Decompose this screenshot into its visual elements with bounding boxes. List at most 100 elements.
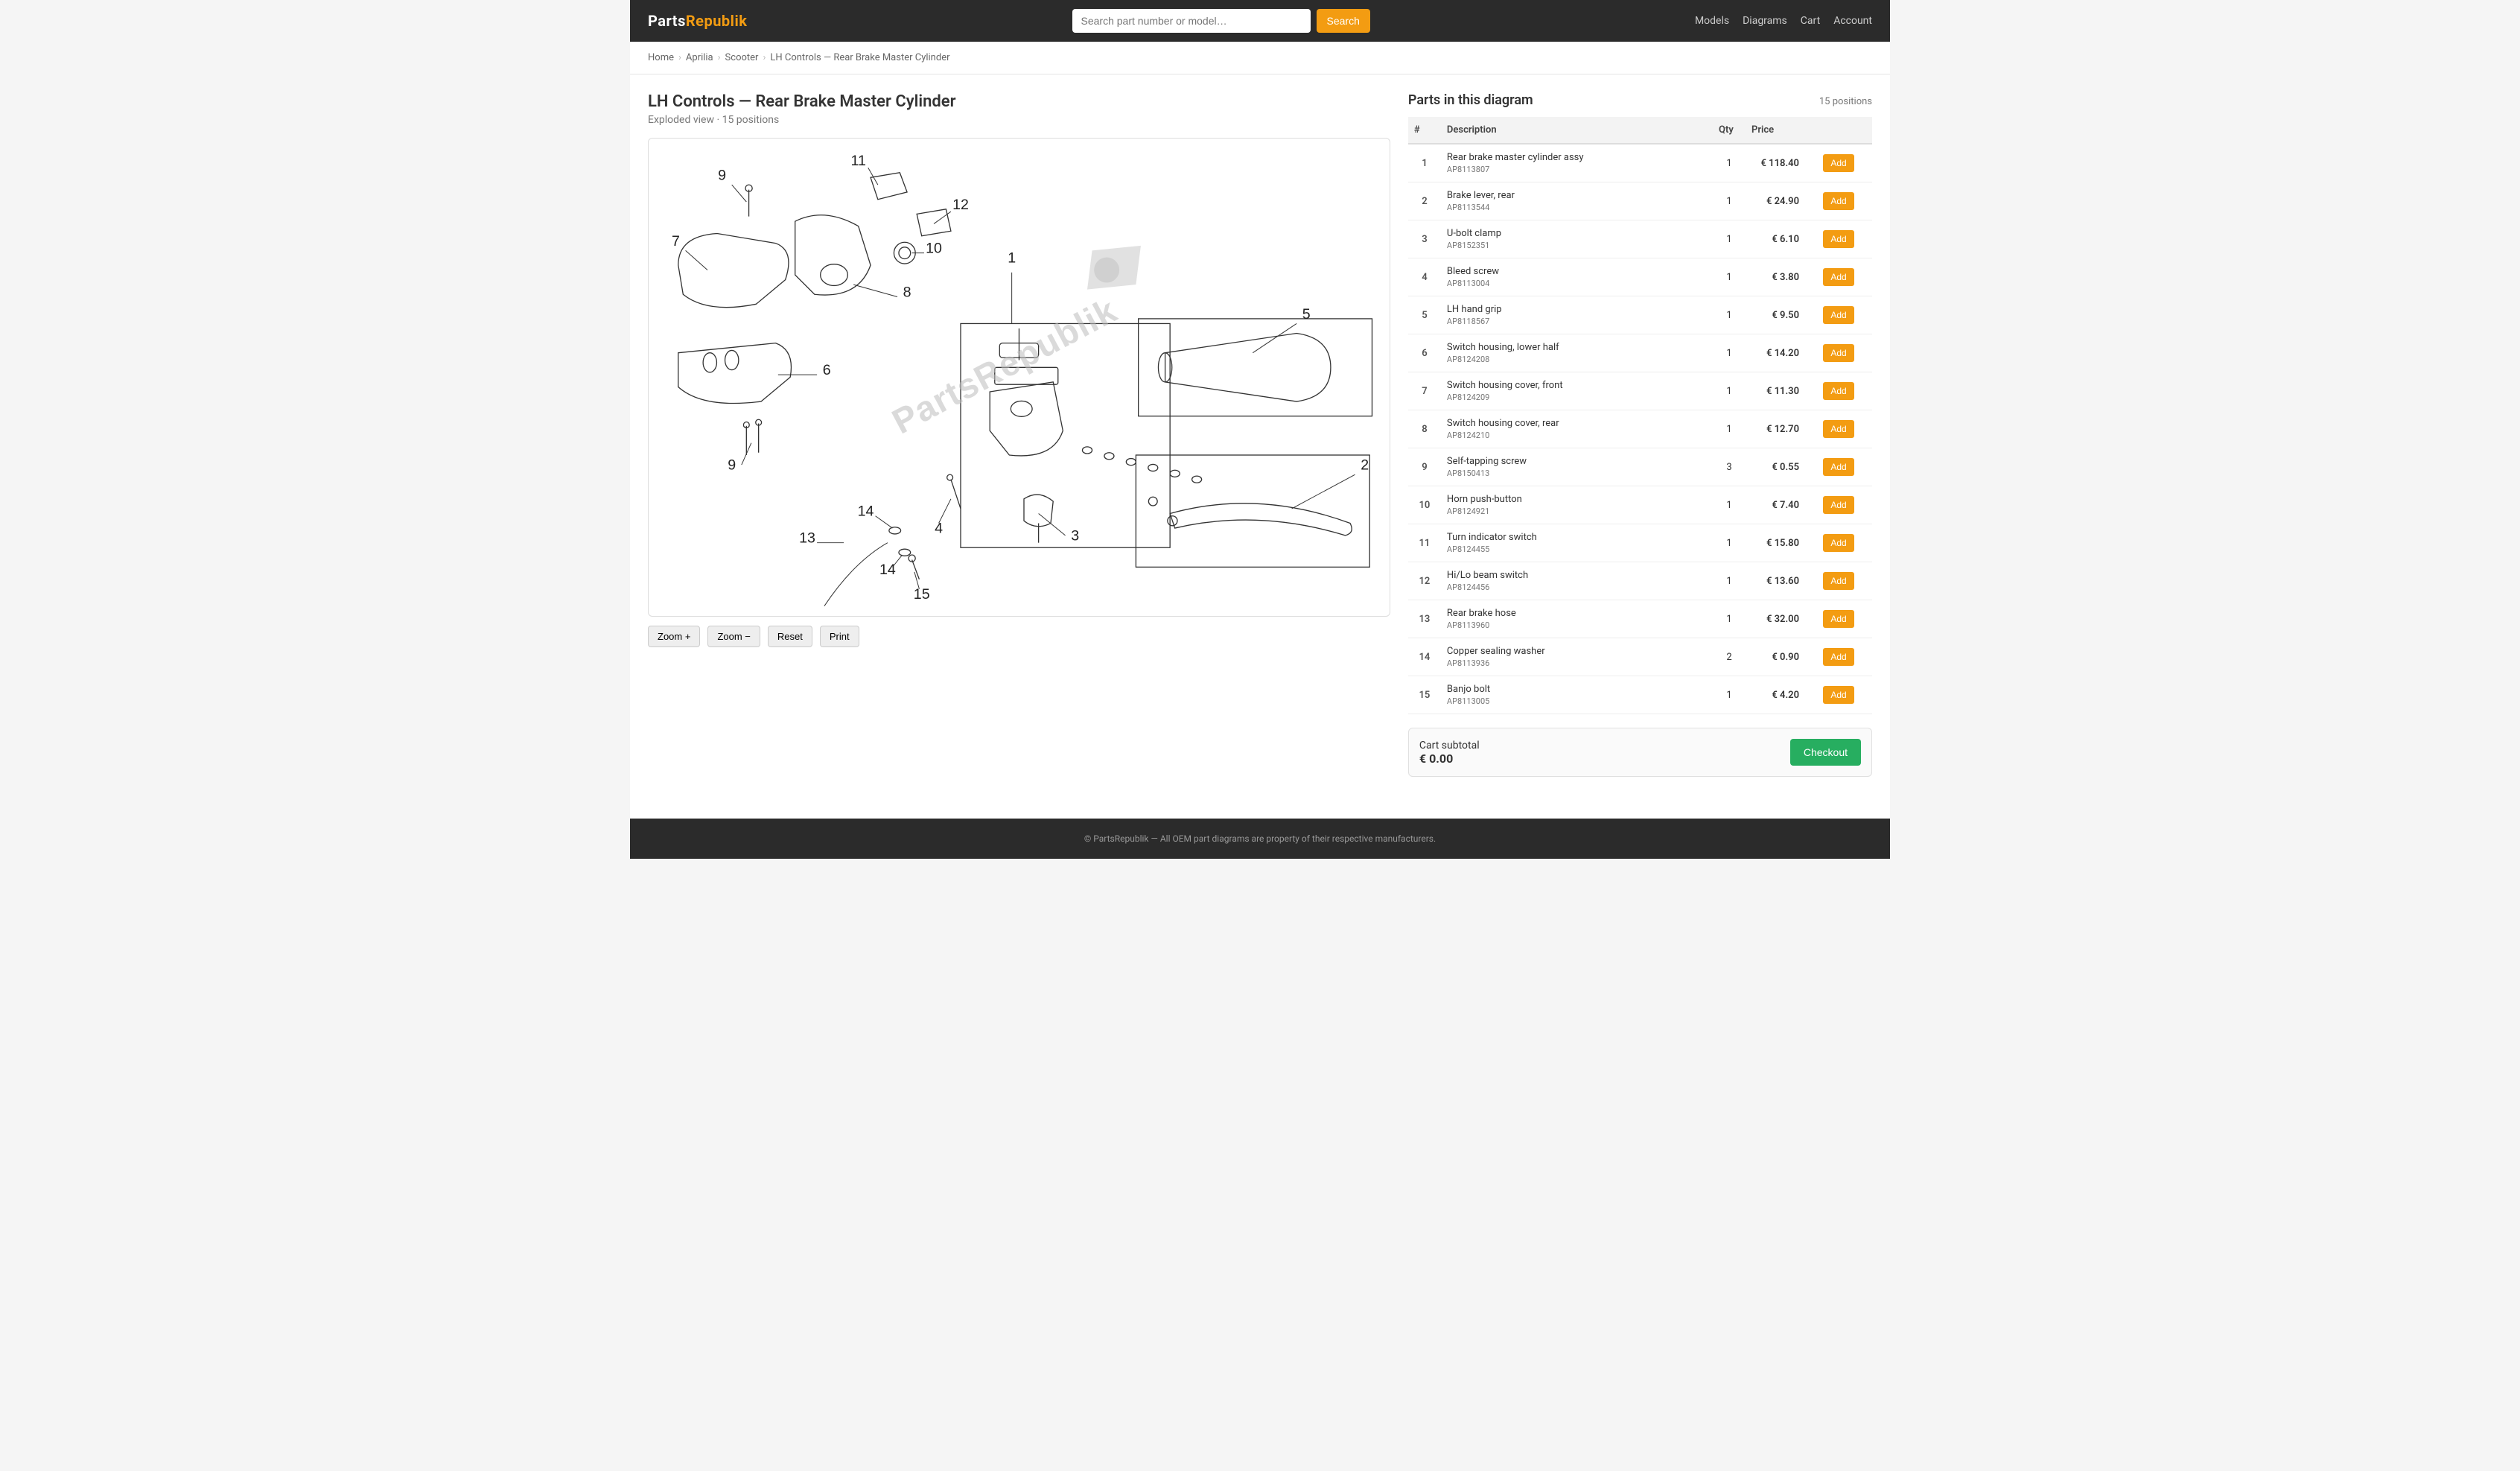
col-qty: Qty xyxy=(1713,117,1746,144)
cell-pos: 12 xyxy=(1408,562,1441,600)
site-logo[interactable]: PartsRepublik xyxy=(648,12,747,30)
svg-text:13: 13 xyxy=(799,530,815,547)
table-row[interactable]: 5LH hand gripAP81185671€ 9.50Add xyxy=(1408,296,1872,334)
search-bar: Search xyxy=(1072,9,1370,33)
add-to-cart-button[interactable]: Add xyxy=(1823,268,1854,286)
cell-pos: 3 xyxy=(1408,220,1441,258)
cell-pos: 4 xyxy=(1408,258,1441,296)
zoom-out-button[interactable]: Zoom − xyxy=(707,626,760,647)
table-row[interactable]: 1Rear brake master cylinder assyAP811380… xyxy=(1408,144,1872,182)
table-row[interactable]: 8Switch housing cover, rearAP81242101€ 1… xyxy=(1408,410,1872,448)
svg-text:12: 12 xyxy=(952,197,969,213)
cell-desc: Switch housing cover, rearAP8124210 xyxy=(1441,410,1713,448)
cell-action: Add xyxy=(1805,448,1872,486)
cell-qty: 1 xyxy=(1713,486,1746,524)
cell-desc: LH hand gripAP8118567 xyxy=(1441,296,1713,334)
svg-text:9: 9 xyxy=(718,168,726,184)
zoom-reset-button[interactable]: Reset xyxy=(768,626,812,647)
search-input[interactable] xyxy=(1072,9,1311,33)
table-row[interactable]: 9Self-tapping screwAP81504133€ 0.55Add xyxy=(1408,448,1872,486)
add-to-cart-button[interactable]: Add xyxy=(1823,230,1854,248)
table-row[interactable]: 14Copper sealing washerAP81139362€ 0.90A… xyxy=(1408,638,1872,676)
cell-desc: Turn indicator switchAP8124455 xyxy=(1441,524,1713,562)
cell-price: € 7.40 xyxy=(1746,486,1805,524)
cell-action: Add xyxy=(1805,486,1872,524)
add-to-cart-button[interactable]: Add xyxy=(1823,382,1854,400)
add-to-cart-button[interactable]: Add xyxy=(1823,154,1854,172)
cell-action: Add xyxy=(1805,562,1872,600)
cell-partnum: AP8113544 xyxy=(1447,203,1707,212)
nav-diagrams[interactable]: Diagrams xyxy=(1743,15,1787,27)
table-row[interactable]: 15Banjo boltAP81130051€ 4.20Add xyxy=(1408,676,1872,714)
breadcrumb-item[interactable]: Aprilia xyxy=(686,52,713,63)
cell-partnum: AP8124208 xyxy=(1447,355,1707,364)
table-row[interactable]: 4Bleed screwAP81130041€ 3.80Add xyxy=(1408,258,1872,296)
cell-pos: 7 xyxy=(1408,372,1441,410)
nav-account[interactable]: Account xyxy=(1833,15,1872,27)
svg-text:PartsRepublik: PartsRepublik xyxy=(885,290,1123,441)
breadcrumb-item[interactable]: Scooter xyxy=(725,52,759,63)
cell-qty: 1 xyxy=(1713,410,1746,448)
nav-cart[interactable]: Cart xyxy=(1801,15,1820,27)
cell-price: € 6.10 xyxy=(1746,220,1805,258)
search-button[interactable]: Search xyxy=(1317,9,1370,33)
site-footer: © PartsRepublik — All OEM part diagrams … xyxy=(630,819,1890,859)
breadcrumb-sep: › xyxy=(718,52,721,63)
cell-qty: 1 xyxy=(1713,144,1746,182)
cell-partnum: AP8150413 xyxy=(1447,468,1707,478)
cell-price: € 4.20 xyxy=(1746,676,1805,714)
add-to-cart-button[interactable]: Add xyxy=(1823,344,1854,362)
cart-summary: Cart subtotal € 0.00 Checkout xyxy=(1408,728,1872,777)
table-row[interactable]: 13Rear brake hoseAP81139601€ 32.00Add xyxy=(1408,600,1872,638)
exploded-diagram[interactable]: PartsRepublik123456789910111213141415 xyxy=(648,138,1390,617)
svg-text:10: 10 xyxy=(926,241,942,257)
cell-price: € 0.55 xyxy=(1746,448,1805,486)
cell-partnum: AP8113004 xyxy=(1447,279,1707,288)
svg-text:11: 11 xyxy=(851,153,866,169)
nav-models[interactable]: Models xyxy=(1695,15,1729,27)
table-row[interactable]: 12Hi/Lo beam switchAP81244561€ 13.60Add xyxy=(1408,562,1872,600)
checkout-button[interactable]: Checkout xyxy=(1790,739,1861,766)
cell-pos: 6 xyxy=(1408,334,1441,372)
add-to-cart-button[interactable]: Add xyxy=(1823,648,1854,666)
breadcrumb-item[interactable]: Home xyxy=(648,52,674,63)
cell-desc: Bleed screwAP8113004 xyxy=(1441,258,1713,296)
table-row[interactable]: 3U-bolt clampAP81523511€ 6.10Add xyxy=(1408,220,1872,258)
site-header: PartsRepublik Search Models Diagrams Car… xyxy=(630,0,1890,42)
cell-pos: 13 xyxy=(1408,600,1441,638)
print-button[interactable]: Print xyxy=(820,626,859,647)
cell-partnum: AP8124921 xyxy=(1447,506,1707,516)
cell-price: € 15.80 xyxy=(1746,524,1805,562)
cell-qty: 3 xyxy=(1713,448,1746,486)
breadcrumb: Home›Aprilia›Scooter›LH Controls — Rear … xyxy=(630,42,1890,74)
cell-desc: Banjo boltAP8113005 xyxy=(1441,676,1713,714)
cell-price: € 11.30 xyxy=(1746,372,1805,410)
cell-qty: 1 xyxy=(1713,334,1746,372)
table-row[interactable]: 11Turn indicator switchAP81244551€ 15.80… xyxy=(1408,524,1872,562)
table-row[interactable]: 6Switch housing, lower halfAP81242081€ 1… xyxy=(1408,334,1872,372)
zoom-in-button[interactable]: Zoom + xyxy=(648,626,700,647)
add-to-cart-button[interactable]: Add xyxy=(1823,192,1854,210)
cell-pos: 8 xyxy=(1408,410,1441,448)
add-to-cart-button[interactable]: Add xyxy=(1823,420,1854,438)
add-to-cart-button[interactable]: Add xyxy=(1823,572,1854,590)
table-row[interactable]: 10Horn push-buttonAP81249211€ 7.40Add xyxy=(1408,486,1872,524)
add-to-cart-button[interactable]: Add xyxy=(1823,610,1854,628)
cell-desc: Rear brake hoseAP8113960 xyxy=(1441,600,1713,638)
svg-text:7: 7 xyxy=(672,233,680,250)
add-to-cart-button[interactable]: Add xyxy=(1823,496,1854,514)
add-to-cart-button[interactable]: Add xyxy=(1823,306,1854,324)
cell-action: Add xyxy=(1805,182,1872,220)
col-desc: Description xyxy=(1441,117,1713,144)
diagram-svg: PartsRepublik123456789910111213141415 xyxy=(649,139,1390,616)
cell-price: € 9.50 xyxy=(1746,296,1805,334)
table-row[interactable]: 2Brake lever, rearAP81135441€ 24.90Add xyxy=(1408,182,1872,220)
table-row[interactable]: 7Switch housing cover, frontAP81242091€ … xyxy=(1408,372,1872,410)
cell-desc: Switch housing cover, frontAP8124209 xyxy=(1441,372,1713,410)
cell-qty: 1 xyxy=(1713,372,1746,410)
cell-price: € 3.80 xyxy=(1746,258,1805,296)
cell-pos: 5 xyxy=(1408,296,1441,334)
add-to-cart-button[interactable]: Add xyxy=(1823,686,1854,704)
add-to-cart-button[interactable]: Add xyxy=(1823,534,1854,552)
add-to-cart-button[interactable]: Add xyxy=(1823,458,1854,476)
